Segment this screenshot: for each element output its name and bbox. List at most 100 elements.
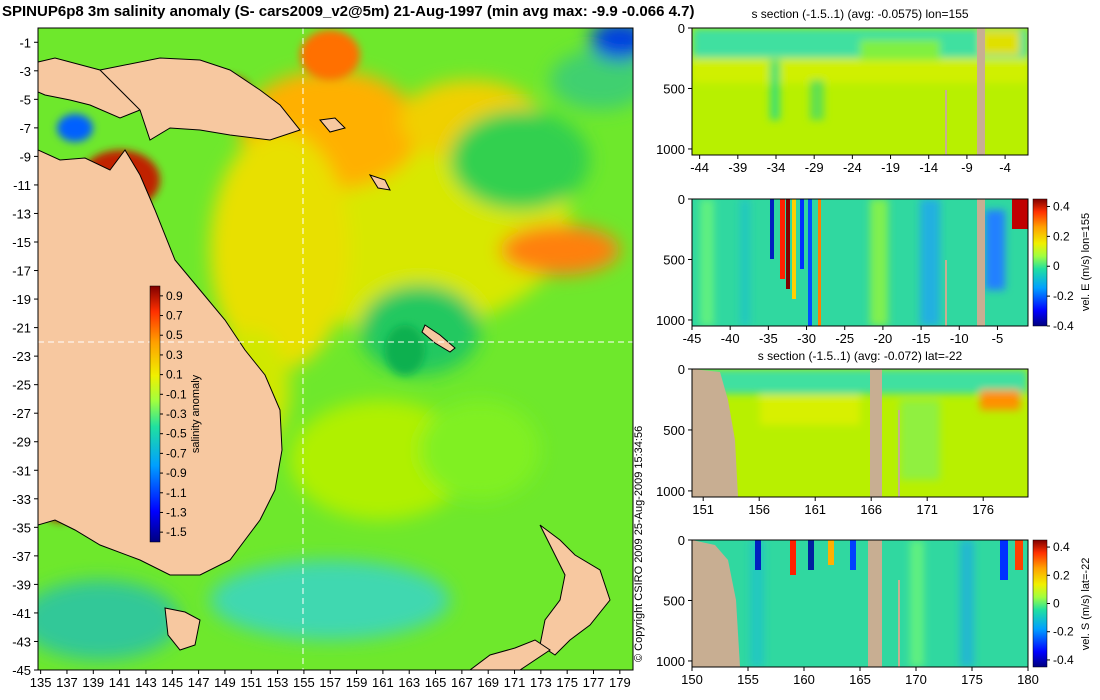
map-colorbar-tick-label: 0.9 <box>166 289 183 303</box>
map-colorbar-tick-label: 0.1 <box>166 368 183 382</box>
map-y-tick-label: -15 <box>12 235 31 250</box>
section3-y-tick-label: 0 <box>678 362 685 377</box>
map-y-tick-label: -37 <box>12 549 31 564</box>
map-y-tick-label: -45 <box>12 663 31 678</box>
map-x-tick-label: 145 <box>161 675 183 690</box>
map-x-tick-label: 161 <box>372 675 394 690</box>
section2-y-tick-label: 1000 <box>656 313 685 328</box>
section1-x-tick-label: -24 <box>843 160 862 175</box>
section3-title: s section (-1.5..1) (avg: -0.072) lat=-2… <box>758 349 963 363</box>
section3-field <box>692 369 1028 497</box>
section1-y-tick-label: 500 <box>663 81 685 96</box>
section2-colorbar-ticks: 0.4 0.2 0 -0.2 -0.4 <box>1047 199 1074 333</box>
map-x-tick-label: 165 <box>425 675 447 690</box>
section2-frame <box>691 198 1029 327</box>
section2-x-tick-label: -30 <box>797 331 816 346</box>
map-panel: 135 137 139 141 143 145 147 149 151 153 155 157 159 1… <box>12 27 634 690</box>
land-solomon-islands <box>368 174 391 191</box>
section4-y-tick-label: 0 <box>678 533 685 548</box>
map-y-tick-label: -41 <box>12 606 31 621</box>
map-x-tick-label: 143 <box>135 675 157 690</box>
section2-colorbar-gradient <box>1032 198 1048 327</box>
map-colorbar-tick-label: -0.5 <box>166 427 187 441</box>
section1-title: s section (-1.5..1) (avg: -0.0575) lon=1… <box>751 7 968 21</box>
section2-colorbar-label: vel. E (m/s) lon=155 <box>1080 213 1092 311</box>
map-x-tick-label: 159 <box>346 675 368 690</box>
map-colorbar-tick-label: -1.3 <box>166 505 187 519</box>
section2-colorbar-tick-label: -0.4 <box>1053 319 1074 333</box>
map-y-tick-label: -25 <box>12 378 31 393</box>
section4-field <box>692 540 1028 667</box>
section4-colorbar-tick-label: 0 <box>1053 597 1060 611</box>
section4-colorbar-label: vel. S (m/s) lat=-22 <box>1080 558 1092 651</box>
section1-x-tick-label: -29 <box>805 160 824 175</box>
section1-y-tick-label: 0 <box>678 21 685 36</box>
map-colorbar: 0.9 0.7 0.5 0.3 0.1 -0.1 -0.3 -0.5 -0.7 -0.9 -1.1 -… <box>149 285 202 543</box>
land-new-zealand-south <box>469 639 551 670</box>
map-x-tick-label: 179 <box>609 675 631 690</box>
section3-y-tick-label: 1000 <box>656 484 685 499</box>
land-new-zealand-north <box>539 524 611 656</box>
map-y-axis: -1 -3 -5 -7 -9 -11 -13 -15 -17 -19 -21 -23 -25 -27 -29… <box>12 35 38 678</box>
map-y-tick-label: -3 <box>19 64 31 79</box>
section3-land <box>692 369 738 497</box>
section1-frame <box>691 27 1029 156</box>
section2-x-tick-label: -20 <box>874 331 893 346</box>
section2-x-tick-label: -5 <box>992 331 1004 346</box>
map-colorbar-tick-label: 0.7 <box>166 309 183 323</box>
section4-x-tick-label: 155 <box>737 672 759 687</box>
section2-x-tick-label: -10 <box>950 331 969 346</box>
section3-y-tick-label: 500 <box>663 423 685 438</box>
map-colorbar-gradient <box>149 285 161 543</box>
map-x-tick-label: 177 <box>583 675 605 690</box>
section3-x-tick-label: 151 <box>692 502 714 517</box>
map-y-tick-label: -29 <box>12 435 31 450</box>
section3-x-axis: 151 156 161 166 171 176 <box>692 497 994 517</box>
section1-x-axis: -44 -39 -34 -29 -24 -19 -14 -9 -4 <box>690 155 1011 175</box>
section4-colorbar-tick-label: -0.2 <box>1053 625 1074 639</box>
section2-y-tick-label: 500 <box>663 252 685 267</box>
map-colorbar-label: salinity anomaly <box>190 374 202 453</box>
section4-x-axis: 150 155 160 165 170 175 180 <box>681 667 1039 687</box>
section3-x-tick-label: 166 <box>860 502 882 517</box>
map-colorbar-tick-label: -1.1 <box>166 486 187 500</box>
section2-x-tick-label: -45 <box>683 331 702 346</box>
section2-x-tick-label: -40 <box>721 331 740 346</box>
section3-x-tick-label: 156 <box>748 502 770 517</box>
section1-land <box>977 28 985 155</box>
section4-x-tick-label: 175 <box>961 672 983 687</box>
map-y-tick-label: -19 <box>12 292 31 307</box>
land-new-guinea-east <box>98 57 301 141</box>
section3-x-tick-label: 171 <box>916 502 938 517</box>
map-colorbar-tick-label: -0.7 <box>166 446 187 460</box>
section4-y-tick-label: 1000 <box>656 654 685 669</box>
section4-x-tick-label: 150 <box>681 672 703 687</box>
map-x-tick-label: 151 <box>240 675 262 690</box>
section2-x-tick-label: -15 <box>912 331 931 346</box>
section2-land <box>977 199 985 326</box>
section1-x-tick-label: -9 <box>961 160 973 175</box>
section1-y-tick-label: 1000 <box>656 142 685 157</box>
section2-colorbar-tick-label: -0.2 <box>1053 289 1074 303</box>
land-tasmania <box>164 607 201 651</box>
figure-title: SPINUP6p8 3m salinity anomaly (S- cars20… <box>2 3 694 20</box>
map-colorbar-tick-label: -1.5 <box>166 525 187 539</box>
map-x-tick-label: 169 <box>477 675 499 690</box>
section4-colorbar-gradient <box>1032 539 1048 668</box>
map-x-tick-label: 139 <box>82 675 104 690</box>
map-x-tick-label: 167 <box>451 675 473 690</box>
map-x-tick-label: 163 <box>398 675 420 690</box>
map-colorbar-tick-label: 0.5 <box>166 328 183 342</box>
section2-x-tick-label: -35 <box>759 331 778 346</box>
section2-x-tick-label: -25 <box>835 331 854 346</box>
section2-colorbar-tick-label: 0.2 <box>1053 229 1070 243</box>
map-x-tick-label: 155 <box>293 675 315 690</box>
section4-x-tick-label: 180 <box>1017 672 1039 687</box>
map-y-tick-label: -7 <box>19 121 31 136</box>
section4-x-tick-label: 165 <box>849 672 871 687</box>
section2-x-axis: -45 -40 -35 -30 -25 -20 -15 -10 -5 <box>683 326 1004 346</box>
map-x-tick-label: 147 <box>188 675 210 690</box>
section1-x-tick-label: -34 <box>767 160 786 175</box>
copyright-note: © Copyright CSIRO 2009 25-Aug-2009 15:34… <box>633 426 645 662</box>
